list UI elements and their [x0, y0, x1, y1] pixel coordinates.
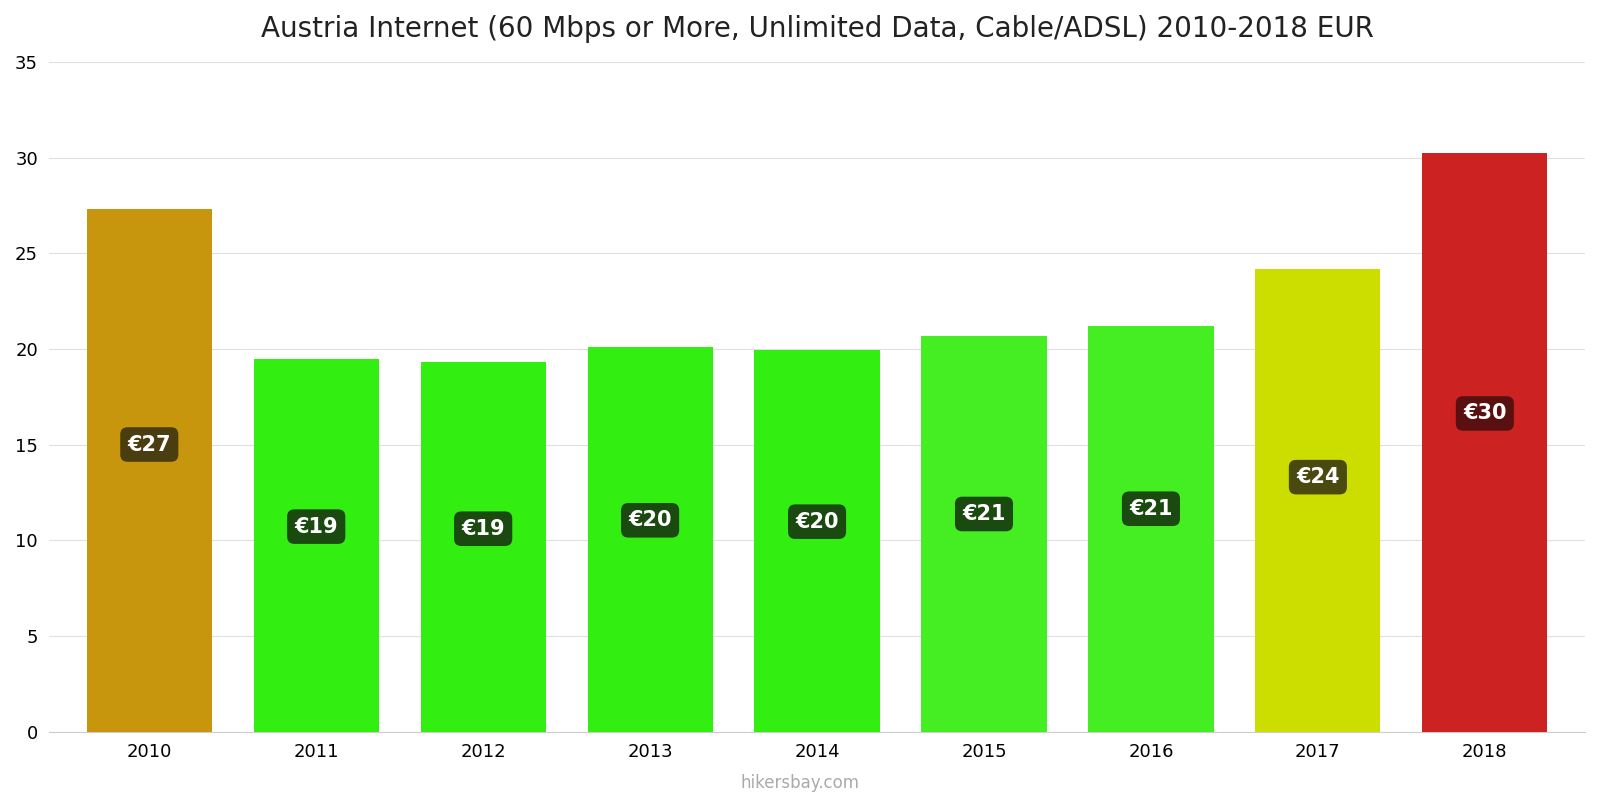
Text: €27: €27	[128, 434, 171, 454]
Text: €21: €21	[1130, 498, 1173, 518]
Bar	[1422, 153, 1547, 732]
Bar	[587, 347, 712, 732]
Text: €20: €20	[629, 510, 672, 530]
Bar	[421, 362, 546, 732]
Bar	[1088, 326, 1213, 732]
Bar	[254, 358, 379, 732]
Text: hikersbay.com: hikersbay.com	[741, 774, 859, 792]
Bar	[755, 350, 880, 732]
Text: €19: €19	[294, 517, 338, 537]
Text: €19: €19	[461, 518, 506, 538]
Title: Austria Internet (60 Mbps or More, Unlimited Data, Cable/ADSL) 2010-2018 EUR: Austria Internet (60 Mbps or More, Unlim…	[261, 15, 1373, 43]
Bar	[1256, 269, 1381, 732]
Text: €20: €20	[795, 512, 838, 532]
Text: €21: €21	[962, 504, 1006, 524]
Text: €24: €24	[1296, 467, 1339, 487]
Text: €30: €30	[1462, 403, 1507, 423]
Bar	[922, 336, 1046, 732]
Bar	[86, 210, 211, 732]
